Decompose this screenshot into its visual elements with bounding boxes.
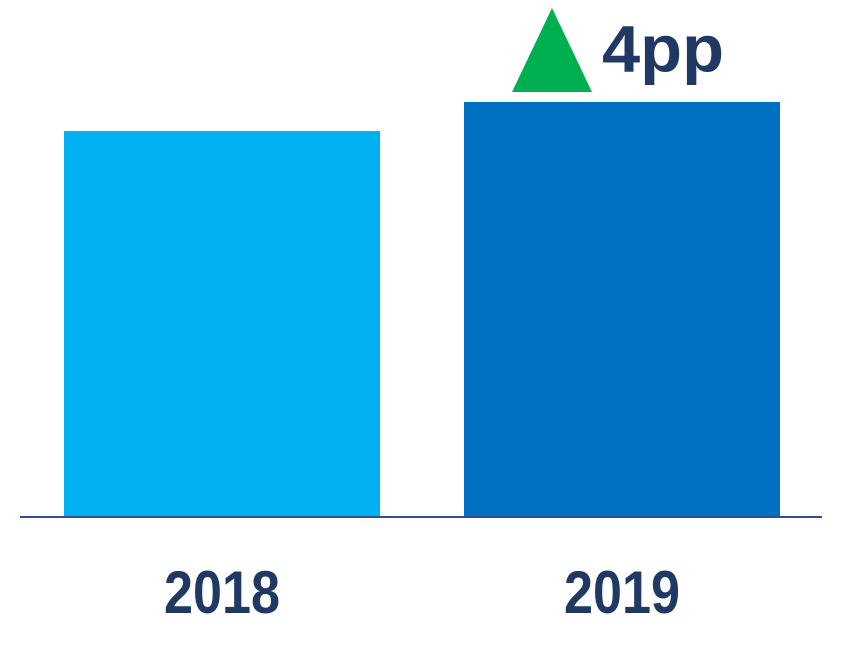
increase-arrow [512,8,592,92]
bar [64,131,380,517]
bar [464,101,780,517]
annotation: 4pp [602,11,724,85]
x-tick-label: 2018 [164,559,280,626]
x-tick-label: 2019 [564,559,680,626]
